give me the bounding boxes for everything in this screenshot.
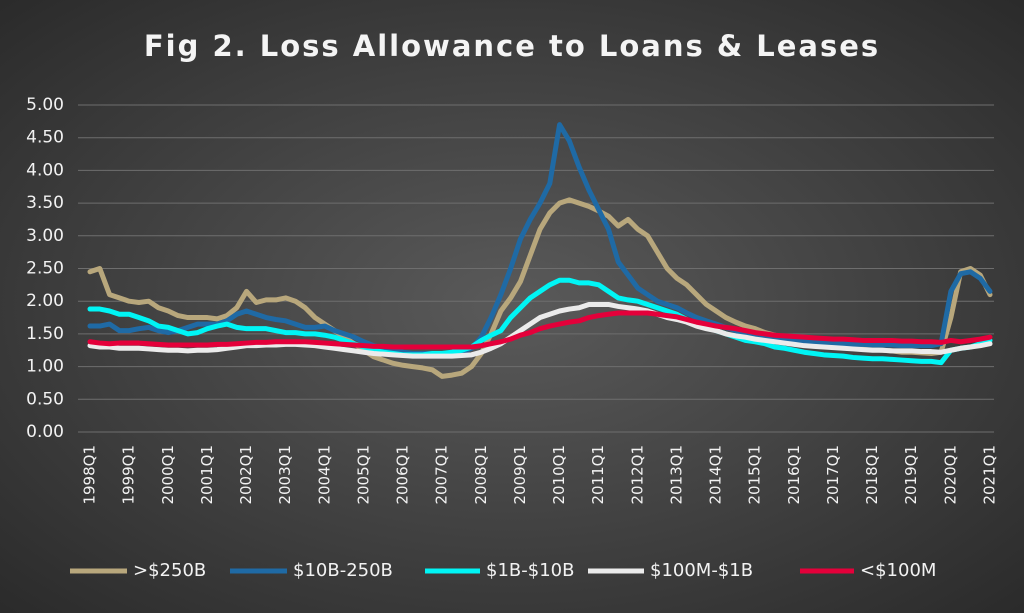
y-tick-label: 3.50 bbox=[26, 193, 64, 213]
x-tick-label: 2003Q1 bbox=[276, 445, 294, 505]
x-tick-label: 2002Q1 bbox=[237, 445, 255, 505]
legend-label: $10B-250B bbox=[293, 560, 393, 581]
series-line bbox=[87, 310, 993, 350]
x-tick-label: 2007Q1 bbox=[433, 445, 451, 505]
y-tick-label: 2.50 bbox=[26, 259, 64, 279]
x-tick-label: 2017Q1 bbox=[824, 445, 842, 505]
chart-title: Fig 2. Loss Allowance to Loans & Leases bbox=[144, 29, 880, 63]
x-tick-label: 2012Q1 bbox=[628, 445, 646, 505]
series-line bbox=[87, 277, 993, 366]
x-tick-label: 2010Q1 bbox=[550, 445, 568, 505]
x-tick-label: 2013Q1 bbox=[667, 445, 685, 505]
x-tick-label: 2000Q1 bbox=[159, 445, 177, 505]
x-tick-label: 2020Q1 bbox=[941, 445, 959, 505]
x-tick-label: 2021Q1 bbox=[981, 445, 999, 505]
legend-label: <$100M bbox=[860, 560, 936, 581]
y-tick-label: 0.50 bbox=[26, 389, 64, 409]
x-tick-label: 2016Q1 bbox=[785, 445, 803, 505]
y-tick-label: 2.00 bbox=[26, 291, 64, 311]
legend-label: $100M-$1B bbox=[650, 560, 753, 581]
x-tick-label: 2005Q1 bbox=[354, 445, 372, 505]
y-tick-label: 1.00 bbox=[26, 357, 64, 377]
x-tick-label: 2001Q1 bbox=[198, 445, 216, 505]
x-tick-label: 2009Q1 bbox=[511, 445, 529, 505]
legend-label: $1B-$10B bbox=[486, 560, 574, 581]
x-tick-label: 2018Q1 bbox=[863, 445, 881, 505]
x-tick-label: 1999Q1 bbox=[120, 445, 138, 505]
x-tick-label: 2014Q1 bbox=[707, 445, 725, 505]
x-tick-label: 2011Q1 bbox=[589, 445, 607, 505]
x-tick-label: 1998Q1 bbox=[81, 445, 99, 505]
x-tick-label: 2006Q1 bbox=[394, 445, 412, 505]
y-tick-label: 3.00 bbox=[26, 226, 64, 246]
series-line bbox=[87, 122, 993, 357]
x-tick-label: 2015Q1 bbox=[746, 445, 764, 505]
y-tick-label: 4.00 bbox=[26, 160, 64, 180]
y-tick-label: 4.50 bbox=[26, 128, 64, 148]
y-tick-label: 1.50 bbox=[26, 324, 64, 344]
series-line bbox=[87, 301, 993, 359]
y-tick-label: 5.00 bbox=[26, 95, 64, 115]
legend-label: >$250B bbox=[133, 560, 206, 581]
x-tick-label: 2004Q1 bbox=[315, 445, 333, 505]
x-tick-label: 2019Q1 bbox=[902, 445, 920, 505]
x-tick-label: 2008Q1 bbox=[472, 445, 490, 505]
y-tick-label: 0.00 bbox=[26, 422, 64, 442]
